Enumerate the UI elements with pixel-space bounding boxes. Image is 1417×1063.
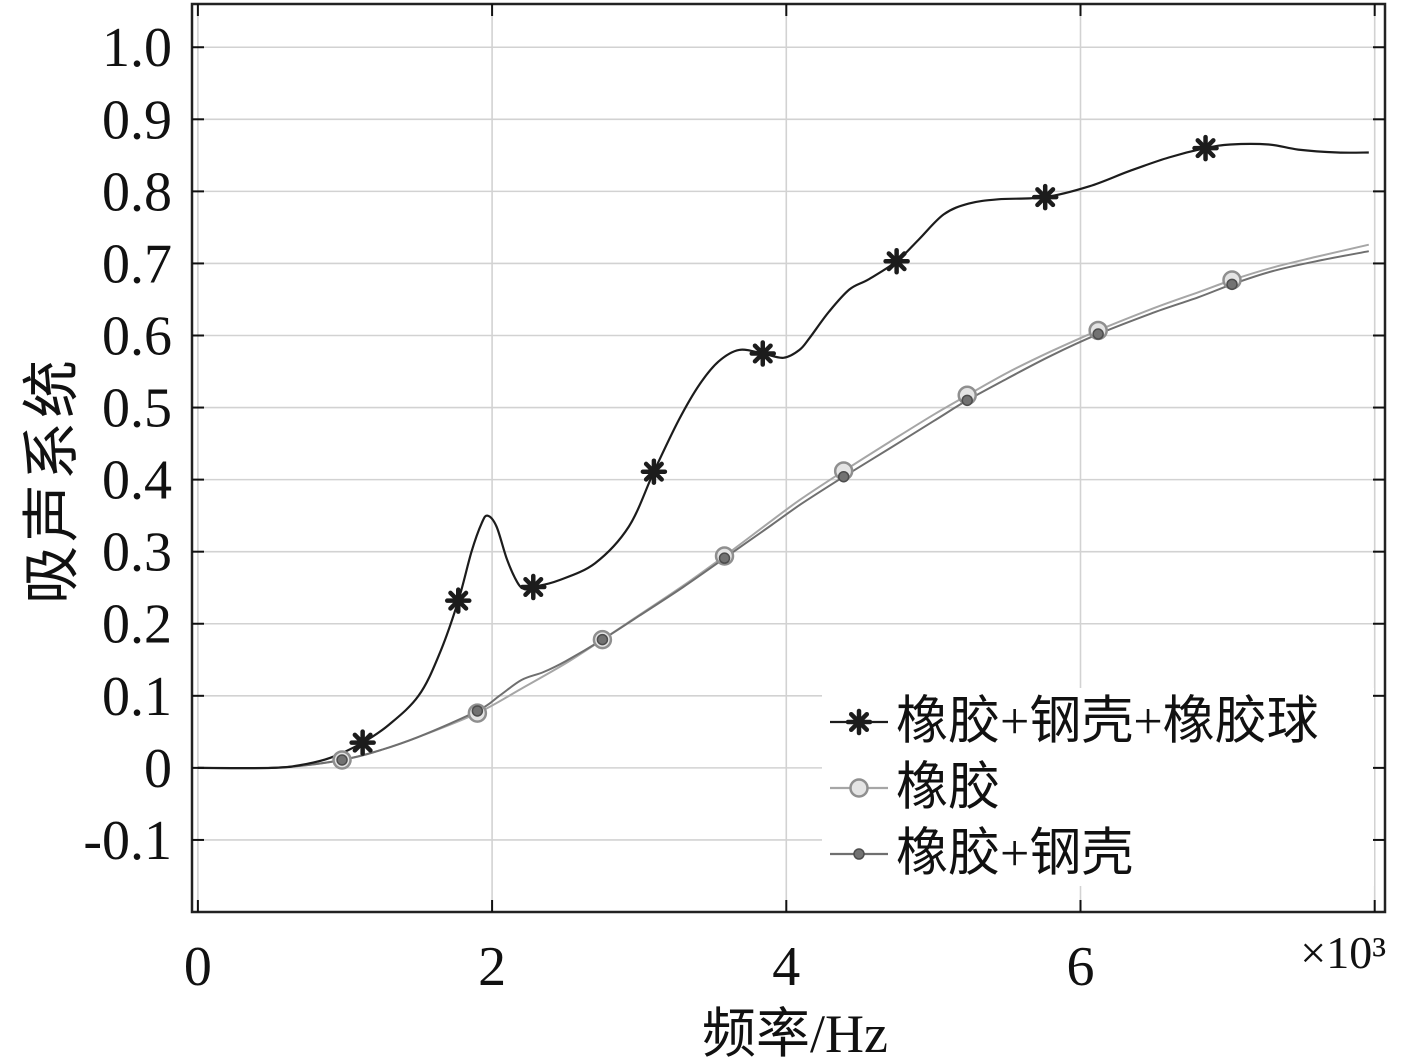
legend-entry: 橡胶 — [830, 760, 1000, 817]
data-point-marker — [596, 633, 609, 646]
asterisk-marker-arm — [1035, 187, 1056, 208]
asterisk-marker-arm — [448, 590, 469, 611]
y-tick-label: 0 — [144, 738, 172, 800]
x-axis-title: 频率/Hz — [702, 1004, 888, 1063]
x-tick-labels: 0 2 4 6 — [184, 936, 1095, 998]
y-tick-label: 0.3 — [102, 522, 172, 584]
data-point-marker — [1031, 183, 1059, 211]
plot-frame — [190, 2, 1387, 914]
x-tick-label: 2 — [478, 936, 506, 998]
data-point-marker — [349, 729, 376, 756]
legend-label: 橡胶+钢壳 — [896, 826, 1133, 883]
y-tick-label: 0.5 — [102, 378, 172, 440]
legend-label: 橡胶 — [896, 760, 1000, 817]
y-tick-label: 0.4 — [102, 450, 172, 512]
legend-marker — [845, 708, 873, 736]
asterisk-marker-arm — [848, 711, 870, 733]
asterisk-marker-arm — [886, 251, 907, 272]
y-axis-title: 吸声系统 — [20, 356, 85, 604]
x-tick-label: 0 — [184, 936, 212, 998]
data-point-marker — [883, 248, 910, 275]
axis-ticks — [192, 4, 1385, 912]
x-tick-label: 4 — [772, 936, 800, 998]
legend-entry: 橡胶+钢壳+橡胶球 — [830, 694, 1319, 751]
series-lines — [197, 142, 1370, 770]
x-multiplier-label: ×10³ — [1300, 927, 1386, 978]
series-markers-1 — [349, 134, 1219, 756]
data-point-marker — [471, 705, 484, 717]
asterisk-marker-arm — [643, 461, 664, 482]
data-point-marker — [961, 394, 973, 407]
legend-background — [822, 688, 1374, 886]
y-tick-label: 0.6 — [102, 305, 172, 367]
x-tick-label: 6 — [1066, 936, 1094, 998]
series-markers — [332, 134, 1242, 770]
asterisk-marker-arm — [1195, 138, 1216, 159]
y-tick-labels: 1.0 0.9 0.8 0.7 0.6 0.5 0.4 0.3 0.2 0.1 0 -0.1 — [83, 17, 172, 872]
data-point-marker — [718, 552, 731, 564]
y-tick-label: 0.2 — [102, 594, 172, 656]
y-tick-label: 0.1 — [102, 666, 172, 728]
series-markers-3 — [336, 278, 1238, 766]
asterisk-marker-arm — [523, 576, 544, 598]
legend-entry: 橡胶+钢壳 — [830, 826, 1133, 883]
y-tick-label: 1.0 — [102, 17, 172, 79]
data-point-marker — [1192, 134, 1219, 162]
data-point-marker — [520, 573, 547, 601]
asterisk-marker-arm — [352, 732, 373, 753]
data-point-marker — [640, 458, 668, 485]
y-tick-label: -0.1 — [83, 810, 172, 872]
data-point-marker — [336, 754, 348, 766]
y-tick-label: 0.7 — [102, 233, 172, 295]
data-point-marker — [837, 470, 850, 483]
data-point-marker — [749, 340, 777, 367]
y-tick-label: 0.9 — [102, 89, 172, 151]
series-line-3 — [197, 250, 1369, 770]
asterisk-marker-arm — [752, 343, 773, 364]
legend-marker — [849, 778, 869, 798]
legend-marker — [853, 848, 865, 860]
y-tick-label: 0.8 — [102, 161, 172, 223]
data-point-marker — [445, 587, 472, 614]
data-point-marker — [1092, 328, 1104, 340]
series-line-1 — [197, 142, 1369, 770]
legend-label: 橡胶+钢壳+橡胶球 — [896, 694, 1319, 751]
data-point-marker — [1226, 278, 1238, 291]
